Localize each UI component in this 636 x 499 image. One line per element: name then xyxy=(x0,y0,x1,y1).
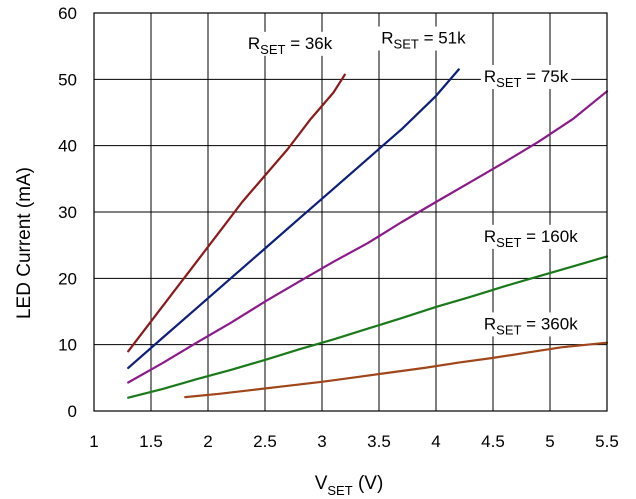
series-label-background xyxy=(480,64,572,89)
series-label-rset-160k: RSET = 160k xyxy=(484,227,578,250)
series-label-rest: = 75k xyxy=(521,67,568,86)
y-tick-labels: 0 10 20 30 40 50 60 xyxy=(58,4,77,421)
x-tick-label: 1.5 xyxy=(139,432,163,451)
series-line-rset-160k xyxy=(127,255,609,399)
series-label-background xyxy=(480,224,581,249)
series-label-rset-36k: RSET = 36k xyxy=(248,34,333,57)
series-label-rest: = 160k xyxy=(521,227,578,246)
x-tick-label: 2 xyxy=(203,432,212,451)
series-label-rset-360k: RSET = 360k xyxy=(484,314,578,337)
series-label-background xyxy=(480,312,581,337)
series-label-sub: SET xyxy=(394,37,419,52)
y-tick-label: 10 xyxy=(58,336,77,355)
x-axis-label-main: V xyxy=(315,473,328,494)
series-label-rest: = 51k xyxy=(419,29,466,48)
series-label-sub: SET xyxy=(260,42,285,57)
x-tick-label: 5.5 xyxy=(595,432,619,451)
series-line-rset-360k xyxy=(184,341,609,399)
series-label-main: R xyxy=(484,227,496,246)
series-label-sub: SET xyxy=(496,322,521,337)
series-label-rest: = 36k xyxy=(285,34,332,53)
series-line-rset-75k xyxy=(127,90,609,384)
x-tick-label: 4.5 xyxy=(481,432,505,451)
series-label-main: R xyxy=(484,314,496,333)
x-tick-labels: 1 1.5 2 2.5 3 3.5 4 4.5 5 5.5 xyxy=(89,432,619,451)
x-axis-label: VSET (V) xyxy=(315,473,384,498)
series-line-rset-51k xyxy=(127,68,460,369)
series-label-sub: SET xyxy=(496,235,521,250)
x-tick-label: 3 xyxy=(317,432,326,451)
series-label-rset-51k: RSET = 51k xyxy=(381,29,466,52)
y-tick-label: 0 xyxy=(68,402,77,421)
series-label-background xyxy=(378,26,469,51)
y-tick-label: 30 xyxy=(58,203,77,222)
y-tick-label: 50 xyxy=(58,70,77,89)
y-axis-label: LED Current (mA) xyxy=(14,167,35,319)
y-tick-label: 40 xyxy=(58,137,77,156)
series-label-rest: = 360k xyxy=(521,314,578,333)
x-tick-label: 5 xyxy=(545,432,554,451)
series-label-sub: SET xyxy=(496,75,521,90)
series-label-main: R xyxy=(381,29,393,48)
x-axis-label-sub: SET xyxy=(327,483,352,498)
x-tick-label: 4 xyxy=(431,432,440,451)
plot-area-frame xyxy=(93,12,608,412)
y-tick-label: 60 xyxy=(58,4,77,23)
x-axis-label-unit: (V) xyxy=(353,473,384,494)
series-lines xyxy=(127,68,609,399)
series-label-background xyxy=(244,31,336,56)
series-label-main: R xyxy=(248,34,260,53)
series-label-rset-75k: RSET = 75k xyxy=(484,67,569,90)
series-label-main: R xyxy=(484,67,496,86)
x-tick-label: 2.5 xyxy=(253,432,277,451)
series-line-rset-36k xyxy=(127,73,346,353)
x-tick-label: 1 xyxy=(89,432,98,451)
x-tick-label: 3.5 xyxy=(367,432,391,451)
y-tick-label: 20 xyxy=(58,269,77,288)
